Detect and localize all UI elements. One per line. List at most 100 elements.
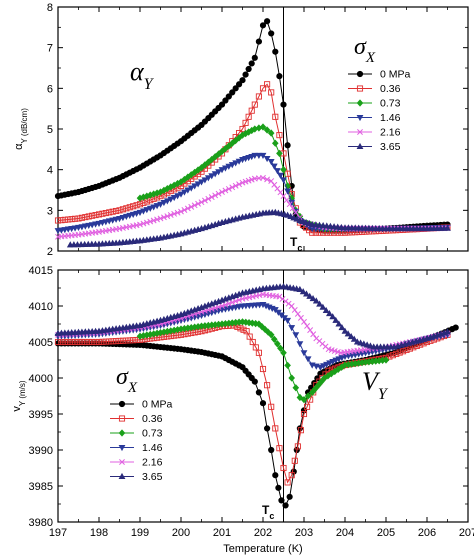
data-point <box>300 350 308 357</box>
data-point <box>264 382 271 389</box>
data-point <box>259 85 267 92</box>
legend-marker <box>119 459 125 465</box>
data-point <box>259 400 267 407</box>
series-3-65 <box>54 282 451 350</box>
data-point <box>272 113 279 120</box>
data-point <box>310 331 317 338</box>
data-point <box>272 425 279 432</box>
data-point <box>267 129 275 137</box>
data-point <box>201 177 209 184</box>
quantity-label: VY <box>362 367 389 403</box>
data-point <box>292 209 299 216</box>
data-point <box>122 213 130 221</box>
legend-label: 3.65 <box>380 141 401 153</box>
data-point <box>286 493 293 500</box>
data-point <box>304 356 312 363</box>
data-point <box>167 212 174 218</box>
data-point <box>249 338 256 346</box>
data-point <box>170 194 178 202</box>
data-point <box>276 73 283 80</box>
data-point <box>303 290 310 297</box>
y-tick-label: 4000 <box>29 373 53 385</box>
data-point <box>300 395 308 404</box>
data-point <box>236 297 243 303</box>
data-point <box>280 193 287 200</box>
data-point <box>82 338 89 346</box>
data-point <box>288 303 295 309</box>
data-point <box>208 194 215 201</box>
legend-marker <box>356 99 364 107</box>
data-point <box>191 183 199 190</box>
x-tick-label: 205 <box>377 527 395 539</box>
data-point <box>294 443 301 450</box>
data-point <box>95 338 103 346</box>
data-point <box>274 340 281 348</box>
series-line <box>139 126 345 230</box>
data-point <box>204 175 212 182</box>
data-point <box>72 338 79 346</box>
y-tick-label: 3985 <box>29 481 53 493</box>
data-point <box>82 214 89 221</box>
legend-marker <box>118 400 126 408</box>
data-point <box>255 152 263 160</box>
data-point <box>174 209 181 216</box>
data-point <box>270 163 278 170</box>
data-point <box>113 207 120 215</box>
data-point <box>304 323 311 329</box>
data-point <box>307 327 314 334</box>
y-tick-label: 2 <box>47 246 53 258</box>
data-point <box>167 196 175 203</box>
legend-entry: 0 MPa <box>110 399 173 411</box>
data-point <box>251 54 258 61</box>
data-point <box>344 330 352 337</box>
data-point <box>198 199 205 206</box>
data-point <box>126 212 134 220</box>
legend-marker <box>356 70 364 78</box>
data-point <box>288 325 296 332</box>
data-point <box>219 303 225 309</box>
x-axis-title: Temperature (K) <box>223 543 302 555</box>
legend-marker <box>118 472 126 480</box>
series-3-65 <box>66 208 451 248</box>
data-point <box>218 101 226 108</box>
data-point <box>154 216 161 223</box>
data-point <box>288 472 295 479</box>
data-point <box>275 484 282 491</box>
data-point <box>264 176 271 183</box>
data-point <box>68 338 75 346</box>
data-point <box>444 224 451 231</box>
legend-label: 3.65 <box>142 471 163 483</box>
data-point <box>178 208 184 215</box>
data-point <box>268 403 275 410</box>
legend-label: 0 MPa <box>380 69 411 81</box>
data-point <box>347 332 355 340</box>
legend-label: 0 MPa <box>142 399 173 411</box>
data-point <box>444 328 451 335</box>
data-point <box>232 298 239 305</box>
data-point <box>164 213 171 220</box>
x-tick-label: 207 <box>459 527 474 539</box>
data-point <box>181 189 188 196</box>
data-point <box>68 216 75 223</box>
legend-label: 0.36 <box>142 413 163 425</box>
data-point <box>119 214 127 222</box>
data-point <box>284 317 292 325</box>
legend-entry: 3.65 <box>348 141 401 153</box>
data-point <box>248 107 255 114</box>
data-point <box>292 384 300 392</box>
data-point <box>382 356 390 364</box>
legend-label: 1.46 <box>142 442 163 454</box>
data-point <box>264 81 271 88</box>
data-point <box>237 325 244 332</box>
data-point <box>308 388 316 397</box>
data-point <box>286 201 293 208</box>
data-point <box>268 446 275 454</box>
data-point <box>160 214 167 221</box>
data-point <box>157 215 164 222</box>
data-point <box>318 377 325 386</box>
data-point <box>255 38 263 45</box>
series-0-73 <box>136 318 390 404</box>
data-point <box>78 338 85 346</box>
data-point <box>65 216 72 223</box>
legend-entry: 0 MPa <box>348 69 411 81</box>
